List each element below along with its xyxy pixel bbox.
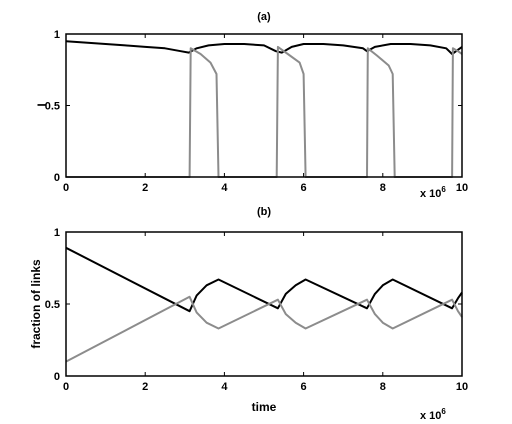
panel-b-x-multiplier: x 106 xyxy=(420,407,446,422)
panel-b-y-tick-label: 0 xyxy=(54,371,60,383)
panel-a-x-tick-label: 8 xyxy=(380,182,386,194)
panel-a-x-tick-label: 2 xyxy=(142,182,148,194)
panel-b-x-multiplier-exp: 6 xyxy=(441,407,446,416)
panel-b-x-axis-label: time xyxy=(252,400,277,414)
panel-b-x-tick-label: 0 xyxy=(63,381,69,393)
panel-b-x-tick-label: 2 xyxy=(142,381,148,393)
panel-a-x-tick-label: 4 xyxy=(221,182,228,194)
panel-b-y-axis-label: fraction of links xyxy=(29,259,43,349)
panel-b-x-multiplier-base: x 10 xyxy=(420,410,441,422)
panel-a-series-black xyxy=(65,40,463,55)
panel-b-series-gray xyxy=(65,295,463,363)
panel-b-x-tick-label: 4 xyxy=(221,381,228,393)
panel-b-x-tick-label: 6 xyxy=(301,381,307,393)
panel-b-title: (b) xyxy=(257,206,271,218)
panel-a-y-tick-label: 0.5 xyxy=(45,101,60,113)
panel-b-x-tick-label: 10 xyxy=(456,381,468,393)
panel-b-x-tick-label: 8 xyxy=(380,381,386,393)
panel-a-x-tick-label: 6 xyxy=(301,182,307,194)
panel-b-series-black xyxy=(65,246,463,313)
panel-b-y-tick-label: 0.5 xyxy=(45,299,60,311)
panel-b-axes-frame xyxy=(65,231,463,377)
panel-a-y-axis-label: I xyxy=(35,103,49,106)
panel-a-x-tick-label: 0 xyxy=(63,182,69,194)
panel-a-y-tick-label: 1 xyxy=(54,29,60,41)
panel-a-x-tick-label: 10 xyxy=(456,182,468,194)
panel-a-y-tick-label: 0 xyxy=(54,172,60,184)
panel-a-x-multiplier: x 106 xyxy=(420,185,446,200)
panel-a-x-multiplier-base: x 10 xyxy=(420,188,441,200)
panel-a-axes-frame xyxy=(65,33,463,178)
panel-a-series-gray xyxy=(66,45,463,178)
panel-b-y-tick-label: 1 xyxy=(54,227,60,239)
panel-b: (b) fraction of links time x 106 0 2 4 6 8 10… xyxy=(29,206,468,422)
panel-a-x-multiplier-exp: 6 xyxy=(441,185,446,194)
panel-a-title: (a) xyxy=(257,11,271,23)
